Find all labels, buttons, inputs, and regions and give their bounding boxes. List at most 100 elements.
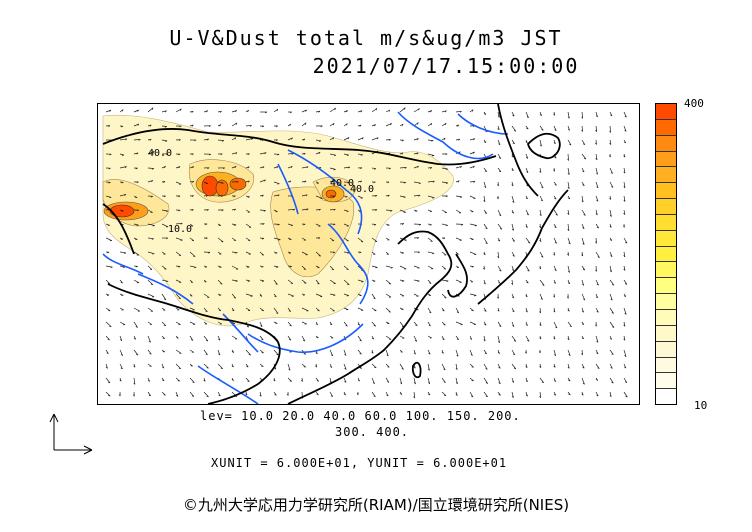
- wind-arrow-head: [387, 181, 390, 184]
- wind-arrow: [343, 363, 347, 370]
- wind-arrow: [539, 377, 544, 383]
- wind-arrow-head: [403, 196, 406, 199]
- wind-arrow: [161, 223, 169, 228]
- wind-arrow-head: [166, 280, 169, 283]
- wind-arrow: [189, 237, 195, 241]
- wind-arrow-head: [359, 367, 362, 369]
- wind-arrow: [385, 279, 392, 285]
- wind-arrow-head: [149, 124, 152, 127]
- wind-arrow-head: [400, 382, 403, 385]
- wind-arrow-head: [220, 153, 223, 156]
- wind-arrow-head: [348, 166, 351, 169]
- wind-arrow-head: [485, 395, 488, 398]
- wind-arrow-head: [275, 252, 278, 254]
- wind-arrow-head: [597, 256, 600, 259]
- wind-arrow-head: [231, 365, 234, 368]
- wind-arrow: [133, 251, 139, 256]
- wind-arrow-head: [483, 113, 486, 115]
- wind-arrow: [427, 279, 432, 284]
- wind-arrow-head: [583, 298, 586, 301]
- wind-arrow-head: [442, 309, 445, 312]
- wind-arrow-head: [455, 367, 458, 370]
- wind-arrow-head: [318, 237, 321, 240]
- wind-arrow: [203, 349, 208, 355]
- wind-arrow: [413, 165, 419, 169]
- wind-arrow: [329, 208, 336, 211]
- wind-arrow-head: [233, 297, 236, 299]
- wind-arrow-head: [567, 282, 570, 285]
- coastline-korea: [447, 253, 468, 298]
- wind-arrow-head: [373, 297, 376, 300]
- wind-arrow-head: [553, 365, 556, 368]
- wind-arrow-head: [151, 180, 154, 183]
- colorbar: [655, 103, 677, 405]
- wind-arrow-head: [498, 157, 501, 159]
- wind-arrow-head: [163, 298, 167, 301]
- wind-arrow-head: [595, 269, 597, 272]
- wind-arrow: [623, 279, 628, 285]
- wind-arrow: [175, 279, 182, 283]
- wind-arrow-head: [399, 393, 403, 395]
- wind-arrow-head: [446, 280, 449, 283]
- wind-arrow-head: [596, 172, 598, 175]
- wind-arrow: [595, 181, 599, 189]
- wind-arrow-head: [137, 123, 140, 126]
- wind-arrow-head: [525, 156, 529, 159]
- wind-arrow-head: [539, 214, 542, 217]
- wind-arrow: [105, 335, 110, 341]
- wind-arrow: [455, 335, 459, 340]
- wind-arrow: [357, 335, 362, 342]
- wind-arrow: [175, 391, 179, 397]
- wind-arrow: [231, 152, 238, 155]
- wind-arrow-head: [582, 382, 585, 385]
- wind-arrow: [441, 377, 446, 383]
- wind-arrow-head: [373, 168, 377, 170]
- wind-arrow: [133, 321, 138, 328]
- wind-arrow: [231, 265, 239, 270]
- wind-arrow: [581, 125, 584, 132]
- wind-arrow: [469, 138, 475, 141]
- wind-arrow-head: [275, 125, 278, 128]
- wind-arrow: [161, 363, 165, 369]
- wind-arrow: [147, 391, 151, 397]
- wind-arrow-head: [499, 228, 503, 230]
- wind-arrow: [539, 279, 545, 286]
- wind-arrow: [511, 125, 517, 132]
- wind-arrow-head: [360, 110, 363, 113]
- wind-arrow: [147, 151, 155, 155]
- wind-arrow: [343, 166, 350, 169]
- wind-arrow-head: [261, 338, 264, 341]
- wind-arrow: [119, 251, 127, 254]
- wind-arrow-head: [221, 140, 225, 142]
- wind-arrow: [231, 110, 237, 113]
- wind-arrow: [595, 125, 598, 132]
- wind-arrow-head: [471, 109, 474, 112]
- wind-arrow-head: [235, 122, 238, 125]
- wind-arrow-head: [232, 309, 235, 312]
- wind-arrow-head: [445, 224, 448, 227]
- wind-arrow-head: [415, 324, 418, 327]
- colorbar-segment: [656, 309, 676, 326]
- wind-arrow: [525, 209, 529, 216]
- wind-arrow: [371, 237, 378, 242]
- colorbar-segment: [656, 135, 676, 152]
- wind-arrow-head: [276, 108, 279, 112]
- wind-arrow-head: [275, 139, 278, 142]
- wind-arrow: [469, 223, 477, 226]
- wind-arrow: [245, 209, 250, 213]
- wind-arrow: [315, 251, 321, 257]
- wind-arrow-head: [190, 339, 194, 341]
- wind-arrow: [315, 307, 320, 312]
- wind-arrow-head: [513, 130, 516, 132]
- wind-arrow: [581, 307, 584, 313]
- wind-arrow: [147, 107, 154, 113]
- wind-arrow: [609, 363, 613, 369]
- wind-arrow-head: [176, 337, 179, 339]
- wind-arrow: [105, 109, 112, 113]
- wind-arrow-head: [162, 379, 165, 382]
- wind-arrow: [245, 293, 253, 297]
- wind-arrow-head: [147, 380, 150, 382]
- wind-arrow-head: [276, 266, 279, 268]
- wind-arrow-head: [361, 137, 364, 140]
- wind-arrow-head: [345, 196, 348, 198]
